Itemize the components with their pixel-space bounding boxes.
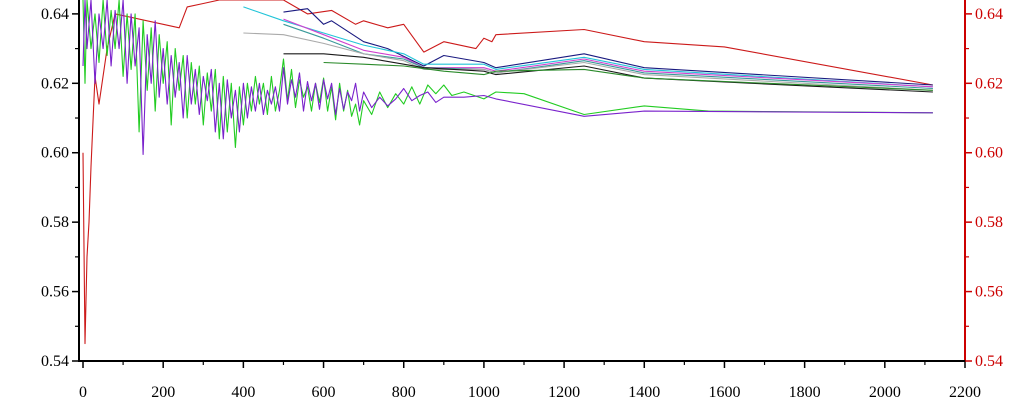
series-layer (82, 0, 933, 345)
right-y-tick-label: 0.56 (975, 284, 1003, 301)
right-y-tick-label: 0.64 (975, 6, 1003, 23)
x-tick-label: 1800 (789, 384, 821, 401)
right-y-tick-label: 0.62 (975, 75, 1003, 92)
right-y-tick-label: 0.58 (975, 214, 1003, 231)
axes-layer (78, 0, 966, 362)
x-tick-label: 2000 (869, 384, 901, 401)
right-y-tick-label: 0.54 (975, 353, 1003, 370)
x-tick-label: 400 (231, 384, 255, 401)
x-tick-label: 1400 (628, 384, 660, 401)
series-line-1 (82, 0, 933, 345)
series-line-8 (323, 61, 933, 91)
series-line-2 (283, 8, 933, 86)
left-y-tick-label: 0.54 (41, 353, 69, 370)
series-line-5 (283, 23, 933, 90)
left-y-tick-label: 0.64 (41, 6, 69, 23)
x-tick-label: 800 (392, 384, 416, 401)
x-tick-label: 1000 (468, 384, 500, 401)
x-tick-label: 1600 (708, 384, 740, 401)
left-y-tick-label: 0.62 (41, 75, 69, 92)
left-y-tick-label: 0.58 (41, 214, 69, 231)
series-line-6 (243, 32, 933, 91)
right-y-tick-label: 0.60 (975, 145, 1003, 162)
left-y-tick-label: 0.56 (41, 284, 69, 301)
series-line-7 (283, 53, 933, 93)
x-tick-label: 600 (312, 384, 336, 401)
x-tick-label: 2200 (949, 384, 981, 401)
series-line-9 (82, 0, 933, 149)
series-line-10 (82, 0, 933, 156)
x-tick-label: 200 (151, 384, 175, 401)
x-tick-label: 1200 (548, 384, 580, 401)
x-tick-label: 0 (79, 384, 87, 401)
left-y-tick-label: 0.60 (41, 145, 69, 162)
series-line-4 (283, 18, 933, 88)
ticks-layer: 0 200 400 600 800 1000 1200 1400 1600 1800 2000 220… (41, 6, 1003, 401)
